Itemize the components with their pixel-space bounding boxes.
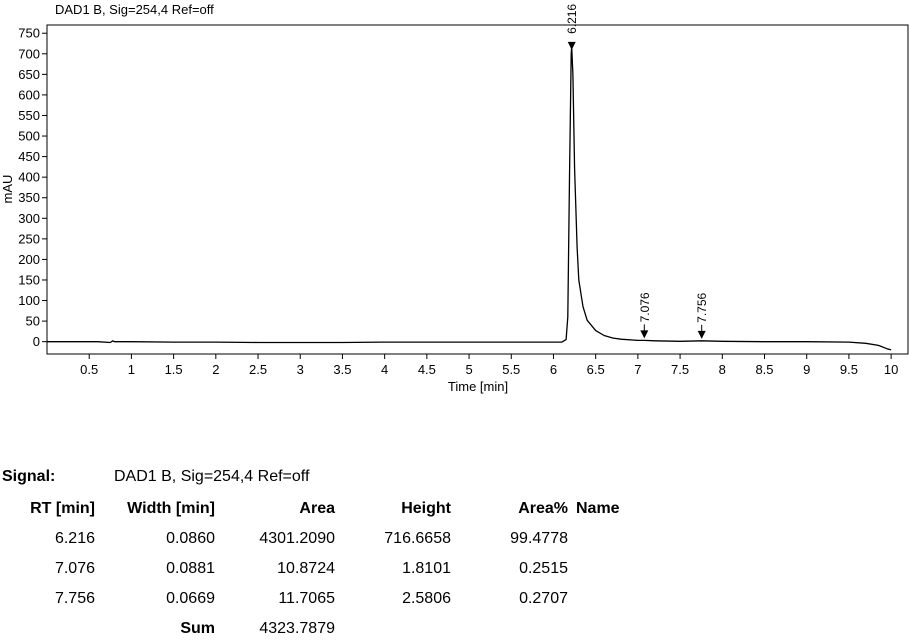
cell-height: 716.6658 [384,530,451,547]
y-tick-label: 750 [18,26,40,41]
x-tick-label: 9.5 [840,362,858,377]
y-tick-label: 650 [18,67,40,82]
cell-area: 11.7065 [278,590,335,607]
x-tick-label: 1 [128,362,135,377]
y-tick-label: 550 [18,108,40,123]
col-name: Name [576,500,620,517]
table-row: 7.756 0.0669 11.7065 2.5806 0.2707 [0,584,646,614]
cell-area-pct: 0.2515 [519,560,568,577]
peak-marker [640,330,649,339]
series-layer [47,46,892,351]
y-axis-ticks: 0 50 100 150 200 250 300 350 400 450 500 550 600 650 7… [18,26,47,349]
x-tick-label: 8 [719,362,726,377]
cell-height: 2.5806 [402,590,451,607]
cell-area: 4301.2090 [259,530,335,547]
table-row: 7.076 0.0881 10.8724 1.8101 0.2515 [0,554,646,584]
y-tick-label: 150 [18,272,40,287]
cell-height: 1.8101 [402,560,451,577]
x-tick-label: 0.5 [80,362,98,377]
x-tick-label: 7 [634,362,641,377]
y-tick-label: 50 [26,314,40,329]
x-axis-ticks: 0.5 1 1.5 2 2.5 3 3.5 4 4.5 5 5.5 6 6.5 7 7.5 8 8.5 9 9.5 1… [80,354,898,377]
y-axis-label: mAU [0,175,15,204]
x-tick-label: 4 [381,362,388,377]
y-tick-label: 400 [18,170,40,185]
y-tick-label: 500 [18,129,40,144]
x-tick-label: 5.5 [502,362,520,377]
y-tick-label: 100 [18,293,40,308]
cell-name [568,554,646,584]
cell-rt: 6.216 [54,530,95,547]
y-tick-label: 200 [18,252,40,267]
col-rt: RT [min] [30,500,95,517]
signal-label: Signal: [2,468,56,485]
x-tick-label: 8.5 [755,362,773,377]
cell-width: 0.0881 [166,560,215,577]
cell-area-pct: 99.4778 [510,530,568,547]
sum-value: 4323.7879 [259,620,335,637]
x-tick-label: 3.5 [333,362,351,377]
col-area: Area [299,500,335,517]
x-tick-label: 2.5 [249,362,267,377]
y-tick-label: 350 [18,190,40,205]
integration-report: Signal: DAD1 B, Sig=254,4 Ref=off RT [mi… [0,466,700,637]
cell-rt: 7.076 [54,560,95,577]
chart-title: DAD1 B, Sig=254,4 Ref=off [55,2,214,17]
y-tick-label: 250 [18,231,40,246]
cell-width: 0.0669 [166,590,215,607]
series-line [47,46,892,351]
x-tick-label: 3 [297,362,304,377]
peak-marker [697,330,706,339]
peak-marker [567,41,576,50]
signal-value: DAD1 B, Sig=254,4 Ref=off [114,468,310,485]
x-tick-label: 9 [803,362,810,377]
signal-row: Signal: DAD1 B, Sig=254,4 Ref=off [0,466,700,492]
plot-frame [46,24,909,355]
cell-name [568,584,646,614]
x-tick-label: 6.5 [587,362,605,377]
x-tick-label: 10 [884,362,898,377]
x-tick-label: 6 [550,362,557,377]
x-tick-label: 4.5 [418,362,436,377]
table-row: 6.216 0.0860 4301.2090 716.6658 99.4778 [0,524,646,554]
cell-area-pct: 0.2707 [519,590,568,607]
peak-label: 6.216 [565,4,579,34]
cell-area: 10.8724 [277,560,335,577]
y-tick-label: 450 [18,149,40,164]
cell-rt: 7.756 [54,590,95,607]
y-tick-label: 600 [18,87,40,102]
x-tick-label: 1.5 [165,362,183,377]
y-tick-label: 700 [18,46,40,61]
col-width: Width [min] [127,500,215,517]
sum-row: Sum 4323.7879 [0,614,646,644]
col-height: Height [401,500,451,517]
peak-table: RT [min] Width [min] Area Height Area% N… [0,494,646,644]
peak-annotations: 6.216 7.076 7.756 [565,4,709,339]
y-tick-label: 300 [18,211,40,226]
x-tick-label: 2 [212,362,219,377]
sum-label: Sum [180,620,215,637]
peak-label: 7.756 [695,292,709,322]
peak-table-header: RT [min] Width [min] Area Height Area% N… [0,494,646,524]
col-area-pct: Area% [518,500,568,517]
peak-label: 7.076 [638,292,652,322]
y-tick-label: 0 [33,334,40,349]
x-tick-label: 5 [465,362,472,377]
x-tick-label: 7.5 [671,362,689,377]
cell-name [568,524,646,554]
x-axis-label: Time [min] [448,379,508,394]
cell-width: 0.0860 [166,530,215,547]
chromatogram-chart: DAD1 B, Sig=254,4 Ref=off mAU Time [min]… [0,2,909,394]
